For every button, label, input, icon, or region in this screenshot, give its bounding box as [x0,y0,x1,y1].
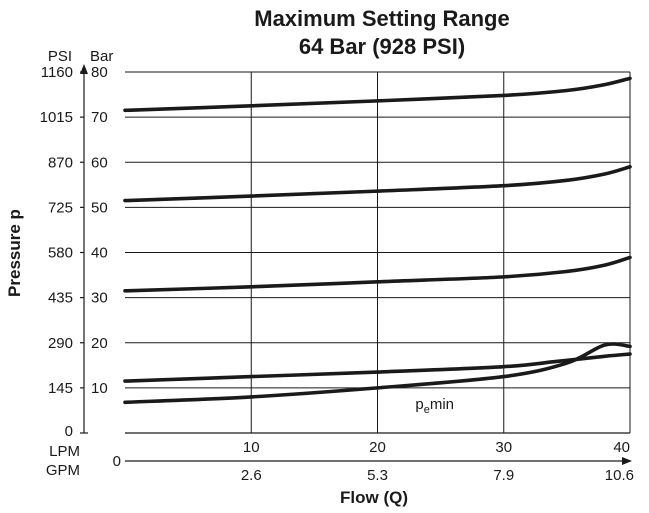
x-tick-lpm: 40 [613,439,630,456]
y-tick-bar: 40 [91,245,108,262]
y-tick-psi: 435 [48,290,73,307]
y-tick-bar: 60 [91,154,108,171]
x-tick-lpm: 10 [243,439,260,456]
x-axis-title: Flow (Q) [340,488,408,507]
y-tick-bar: 50 [91,199,108,216]
series-line-3 [123,255,632,293]
pe-min-sub: e [424,404,430,416]
x-unit-gpm: GPM [46,462,80,479]
x-axis-arrow [622,457,632,465]
pe-min-annotation: pemin [415,396,454,416]
y-tick-bar: 30 [91,290,108,307]
x-origin-label: 0 [113,453,121,470]
chart-subtitle: 64 Bar (928 PSI) [299,34,465,59]
y-tick-bar: 80 [91,64,108,81]
x-tick-gpm: 5.3 [367,467,388,484]
x-tick-lpm: 20 [369,439,386,456]
y-tick-psi: 580 [48,245,73,262]
y-tick-bar: 20 [91,335,108,352]
y-tick-psi: 1015 [40,109,73,126]
x-tick-gpm: 7.9 [493,467,514,484]
series-line-2 [123,164,632,203]
pe-min-suffix: min [430,396,454,413]
y-tick-bar: 70 [91,109,108,126]
series-lines [123,76,632,405]
x-unit-lpm: LPM [49,443,80,460]
y-unit-psi: PSI [48,48,72,65]
y-tick-psi: 1160 [41,64,73,81]
y-tick-psi: 145 [48,380,73,397]
series-line-5 [123,342,632,405]
series-line-4 [123,352,632,383]
chart-title: Maximum Setting Range [254,6,509,31]
y-axis-title: Pressure p [5,209,24,297]
series-line-1 [123,76,632,113]
y-tick-bar: 10 [91,380,108,397]
y-unit-bar: Bar [90,48,113,65]
x-tick-gpm: 10.6 [605,467,634,484]
y-tick-labels: 10 20 30 40 50 60 70 80 0 145 290 435 580 725 870 1015 1… [40,64,108,440]
x-tick-lpm: 30 [495,439,512,456]
x-tick-gpm: 2.6 [241,467,262,484]
x-tick-labels: 10 20 30 40 2.6 5.3 7.9 10.6 [241,439,634,484]
y-tick-psi: 870 [48,154,73,171]
axes [80,64,632,465]
y-tick-psi: 290 [48,335,73,352]
pe-min-main: p [415,396,423,413]
y-tick-psi: 725 [48,199,73,216]
y-tick-psi: 0 [65,423,73,440]
